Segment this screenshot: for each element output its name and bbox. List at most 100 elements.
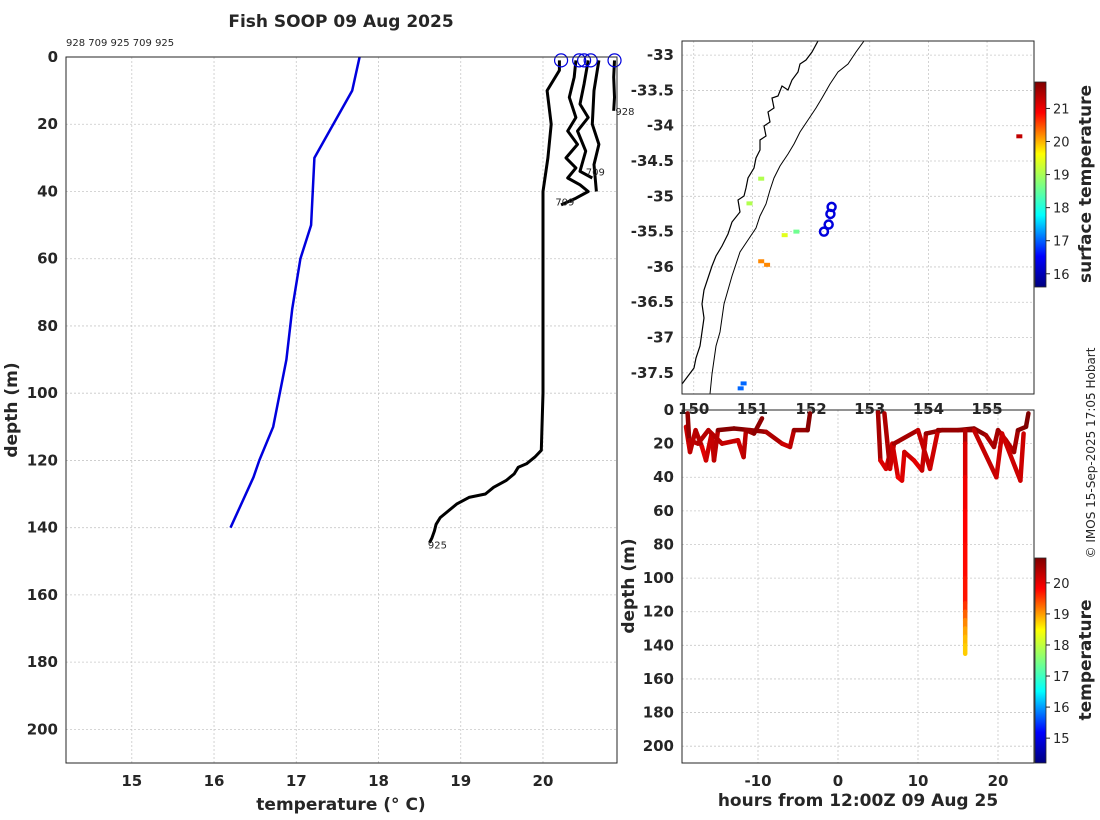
temp-colorbar: 15 16 17 18 19 20	[1034, 557, 1070, 764]
surface-temp-colorbar-ramp	[1034, 81, 1047, 288]
profile-line-709	[576, 60, 594, 180]
map-y-ticks: -33 -33.5 -34 -34.5 -35 -35.5 -36 -36.5 -37 -37.5	[631, 46, 674, 382]
profile-y-tick: 180	[27, 653, 58, 671]
profile-start-marker	[572, 53, 587, 68]
profile-x-label: temperature (° C)	[256, 795, 425, 815]
timeline-x-tick: 0	[833, 772, 843, 790]
timeline-y-label: depth (m)	[619, 538, 639, 633]
timeline-y-tick: 140	[643, 636, 674, 654]
surface-temp-point	[764, 262, 771, 267]
timeline-x-label: hours from 12:00Z 09 Aug 25	[718, 791, 998, 811]
map-panel: 150 151 152 153 154 155 -33-33.5-34-34.5-35-3…	[631, 40, 1096, 418]
profile-annotations: 928 709 709 925	[428, 53, 634, 551]
surface-temp-colorbar-tick: 19	[1053, 169, 1070, 184]
timeline-y-tick: 20	[653, 435, 674, 453]
map-points	[737, 134, 1023, 391]
timeline-panel: -10 0 10 20 0 20 40 60 80 100 120 140 160 180 200 hou…	[619, 401, 1096, 811]
profile-y-tick: 0	[48, 48, 58, 66]
map-y-tick: -37.5	[631, 364, 674, 382]
timeline-track-segment	[741, 427, 749, 460]
profile-line-928	[612, 60, 616, 111]
figure-title: Fish SOOP 09 Aug 2025	[228, 12, 453, 32]
profile-x-tick: 19	[450, 772, 471, 790]
temp-colorbar-tick: 19	[1053, 608, 1070, 623]
temp-colorbar-tick: 15	[1053, 732, 1070, 747]
temp-colorbar-tick: 16	[1053, 701, 1070, 716]
surface-temp-colorbar-tick: 20	[1053, 136, 1070, 151]
surface-temp-colorbar-tick: 16	[1053, 268, 1070, 283]
climatology-line	[229, 57, 361, 529]
map-grid	[682, 41, 1034, 394]
timeline-track-segment	[693, 427, 705, 450]
map-y-tick: -33	[647, 46, 674, 64]
timeline-track-segment	[899, 449, 907, 483]
copyright-note: © IMOS 15-Sep-2025 17:05 Hobart	[1084, 347, 1098, 558]
timeline-track-segment	[887, 441, 897, 472]
timeline-y-tick: 180	[643, 704, 674, 722]
surface-temp-point	[793, 229, 800, 234]
profile-id-label: 928	[615, 107, 634, 118]
timeline-track-segment	[695, 427, 711, 446]
timeline-track-segment	[891, 427, 921, 446]
profile-start-marker	[583, 53, 598, 68]
timeline-tracks	[683, 410, 1031, 656]
timeline-track-segment	[715, 426, 737, 433]
timeline-track-segment	[1011, 427, 1021, 455]
surface-temp-point	[758, 259, 765, 264]
profile-y-ticks: 0 20 40 60 80 100 120 140 160 180 200	[27, 48, 58, 738]
timeline-track-segment	[915, 427, 933, 472]
profile-series	[229, 57, 616, 544]
profile-panel: 15 16 17 18 19 20 0 20 40 60 80 100 120 140 160 180 200…	[2, 38, 634, 815]
map-x-tick: 154	[913, 400, 944, 418]
shelf-contour-path	[709, 41, 865, 394]
coastline-path	[682, 41, 819, 385]
profile-line-709	[560, 60, 590, 207]
timeline-x-tick: -10	[744, 772, 771, 790]
profile-line-925	[428, 60, 561, 544]
profile-x-ticks: 15 16 17 18 19 20	[121, 772, 553, 790]
timeline-x-ticks: -10 0 10 20	[744, 772, 1008, 790]
timeline-y-ticks: 0 20 40 60 80 100 120 140 160 180 200	[643, 401, 674, 755]
profile-grid	[66, 56, 617, 763]
profile-y-tick: 60	[37, 250, 58, 268]
profile-x-tick: 16	[204, 772, 225, 790]
profile-x-tick: 17	[286, 772, 307, 790]
surface-temp-point	[737, 386, 744, 391]
profile-y-tick: 100	[27, 384, 58, 402]
profile-frame	[65, 56, 618, 764]
map-frame	[681, 40, 1035, 395]
profile-x-tick: 18	[368, 772, 389, 790]
timeline-track-segment	[882, 411, 893, 472]
map-y-tick: -36.5	[631, 293, 674, 311]
deployment-marker	[818, 226, 830, 237]
timeline-track-segment	[991, 427, 1001, 450]
temp-colorbar-label: temperature	[1076, 599, 1096, 720]
timeline-track-segment	[751, 416, 765, 436]
profile-id-label: 709	[555, 198, 574, 209]
timeline-track-segment	[971, 427, 999, 480]
coastline	[682, 41, 865, 394]
map-y-tick: -35	[647, 187, 674, 205]
timeline-y-tick: 60	[653, 502, 674, 520]
timeline-x-tick: 20	[988, 772, 1009, 790]
timeline-grid	[682, 409, 1034, 763]
surface-temp-point	[1016, 134, 1023, 139]
surface-temp-colorbar-tick: 17	[1053, 235, 1070, 250]
surface-temp-point	[781, 233, 788, 238]
profile-x-tick: 20	[533, 772, 554, 790]
profile-start-marker	[553, 53, 569, 68]
surface-temp-point	[758, 176, 765, 181]
map-x-tick: 151	[737, 400, 768, 418]
profile-y-tick: 20	[37, 115, 58, 133]
timeline-track-segment	[685, 411, 692, 443]
timeline-track-segment	[787, 427, 797, 450]
profile-y-label: depth (m)	[2, 362, 22, 457]
map-x-tick: 155	[971, 400, 1002, 418]
map-y-tick: -36	[647, 258, 674, 276]
profile-header-ids: 928 709 925 709 925	[66, 38, 174, 49]
map-x-tick: 152	[795, 400, 826, 418]
timeline-track-segment	[875, 410, 883, 463]
profile-y-tick: 80	[37, 317, 58, 335]
timeline-track-segment	[711, 427, 721, 463]
